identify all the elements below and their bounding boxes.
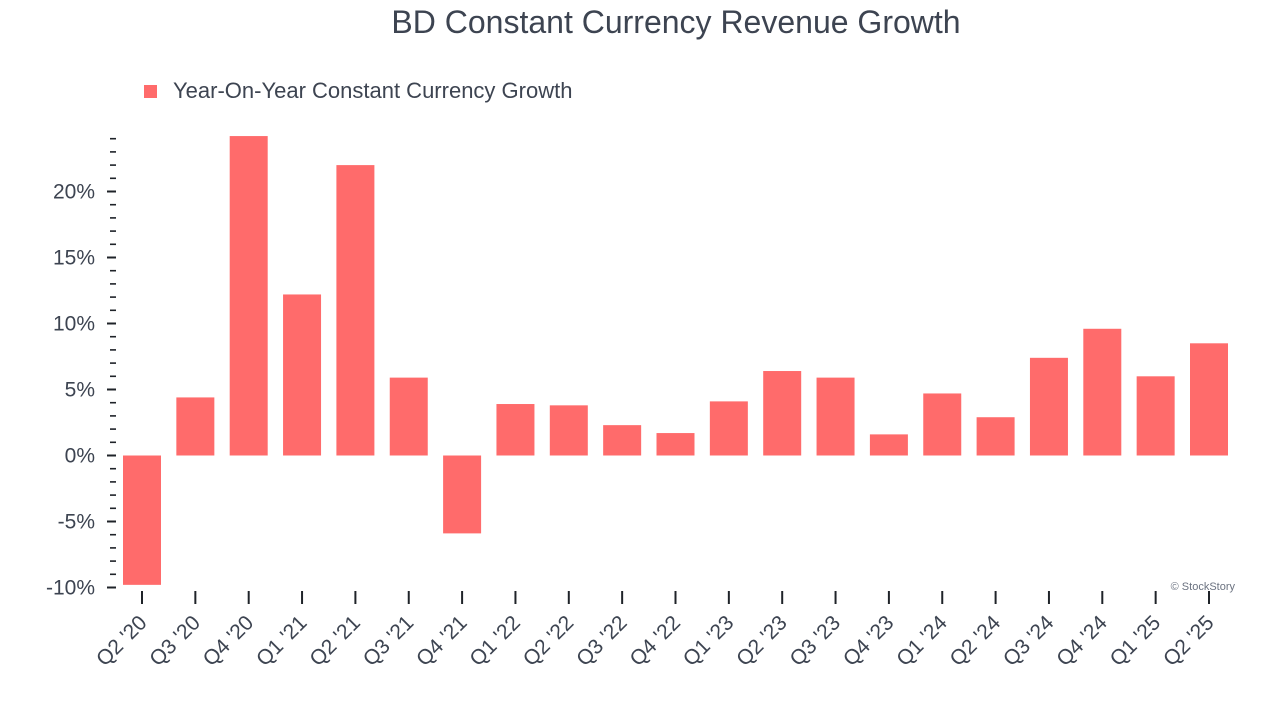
- y-tick-label: 5%: [65, 379, 95, 402]
- bar: [123, 455, 161, 585]
- bar: [549, 405, 588, 456]
- bar: [1136, 376, 1175, 456]
- x-tick-label: Q4 '24: [1052, 611, 1112, 671]
- legend-swatch: [144, 84, 157, 98]
- y-tick-label: 10%: [53, 313, 95, 336]
- bar: [603, 425, 642, 456]
- x-tick-label: Q2 '25: [1159, 611, 1219, 671]
- legend-label: Year-On-Year Constant Currency Growth: [173, 78, 573, 103]
- bar: [443, 455, 482, 534]
- x-tick-label: Q1 '22: [465, 611, 525, 671]
- y-tick-label: -5%: [58, 511, 95, 534]
- x-tick-label: Q2 '21: [305, 611, 365, 671]
- x-tick-label: Q1 '23: [679, 611, 739, 671]
- y-tick-label: 20%: [53, 181, 95, 204]
- legend: Year-On-Year Constant Currency Growth: [144, 78, 572, 104]
- bar: [496, 404, 535, 456]
- bar: [1029, 357, 1068, 456]
- x-tick-label: Q4 '22: [625, 611, 685, 671]
- bar: [283, 294, 322, 456]
- bar: [176, 397, 215, 456]
- x-tick-label: Q4 '20: [199, 611, 259, 671]
- bar: [763, 371, 802, 456]
- x-tick-label: Q1 '21: [252, 611, 312, 671]
- bar: [389, 377, 428, 456]
- x-tick-label: Q4 '23: [839, 611, 899, 671]
- bar: [336, 165, 375, 456]
- x-tick-label: Q4 '21: [412, 611, 472, 671]
- y-tick-label: 15%: [53, 247, 95, 270]
- x-tick-label: Q2 '20: [92, 611, 152, 671]
- x-tick-label: Q2 '24: [946, 611, 1006, 671]
- y-tick-label: -10%: [46, 577, 95, 600]
- x-tick-label: Q3 '22: [572, 611, 632, 671]
- credit-text: © StockStory: [1171, 581, 1236, 593]
- bar: [709, 401, 748, 456]
- bar: [229, 136, 268, 456]
- x-tick-label: Q3 '24: [999, 611, 1059, 671]
- bar: [1190, 343, 1228, 456]
- chart-title: BD Constant Currency Revenue Growth: [391, 4, 961, 40]
- x-tick-label: Q3 '21: [359, 611, 419, 671]
- bar: [656, 433, 695, 456]
- bar: [923, 393, 962, 456]
- x-tick-label: Q3 '23: [786, 611, 846, 671]
- y-axis: -10% -5% 0% 5% 10% 15% 20%: [46, 137, 116, 600]
- x-tick-label: Q1 '25: [1106, 611, 1166, 671]
- x-tick-label: Q1 '24: [892, 611, 952, 671]
- x-tick-label: Q2 '23: [732, 611, 792, 671]
- bar: [976, 417, 1015, 456]
- x-tick-label: Q2 '22: [519, 611, 579, 671]
- bar: [816, 377, 855, 456]
- bars: [123, 136, 1228, 585]
- y-tick-label: 0%: [65, 445, 95, 468]
- bar: [869, 434, 908, 456]
- x-tick-label: Q3 '20: [145, 611, 205, 671]
- bar: [1083, 328, 1122, 456]
